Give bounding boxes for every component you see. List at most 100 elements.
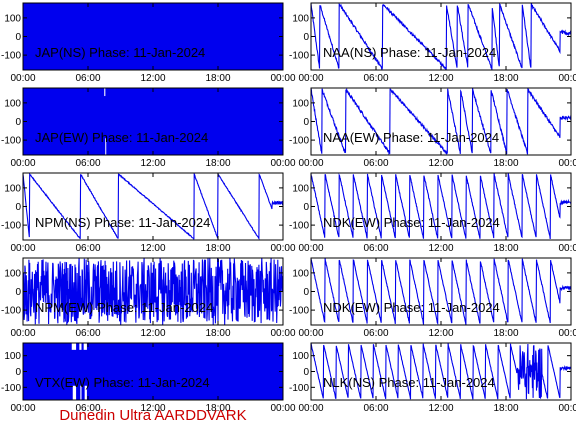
footer-label: Dunedin Ultra AARDDVARK (59, 407, 246, 424)
trace-fill (23, 3, 283, 70)
x-tick-label: 00:00 (270, 158, 295, 169)
phase-trace (23, 173, 283, 240)
x-tick-label: 00:00 (558, 328, 576, 339)
trace-gap (79, 343, 82, 350)
phase-panel: 100 0 -100 00:00 06:00 12:00 18:00 00:00 NLK(NS)… (289, 342, 576, 414)
x-tick-label: 00:00 (298, 243, 323, 254)
phase-trace (23, 3, 283, 70)
x-tick-label: 00:00 (270, 328, 295, 339)
phase-panel: 100 0 -100 00:00 06:00 12:00 18:00 00:00 NDK(EW)… (289, 172, 576, 254)
x-tick-label: 18:00 (493, 403, 518, 414)
y-tick-label: -100 (289, 306, 309, 317)
y-tick-label: 0 (303, 287, 309, 298)
x-tick-label: 00:00 (558, 243, 576, 254)
x-tick-label: 18:00 (205, 328, 230, 339)
phase-panel: 100 0 -100 00:00 06:00 12:00 18:00 00:00 VTX(EW)… (1, 342, 296, 414)
x-tick-label: 00:00 (270, 73, 295, 84)
trace-line (311, 3, 571, 70)
x-tick-label: 18:00 (493, 158, 518, 169)
y-tick-label: 100 (4, 351, 21, 362)
phase-trace (311, 258, 571, 325)
panel-title: NPM(NS) Phase: 11-Jan-2024 (35, 215, 210, 230)
x-tick-label: 06:00 (363, 243, 388, 254)
panel-title: NDK(EW) Phase: 11-Jan-2024 (323, 215, 500, 230)
phase-trace (23, 343, 283, 400)
x-tick-label: 00:00 (270, 403, 295, 414)
y-tick-label: -100 (1, 51, 21, 62)
x-tick-label: 12:00 (140, 403, 165, 414)
y-tick-label: 0 (303, 117, 309, 128)
x-tick-label: 18:00 (493, 328, 518, 339)
x-tick-label: 12:00 (140, 73, 165, 84)
y-tick-label: 0 (15, 287, 21, 298)
trace-line (311, 88, 571, 155)
y-tick-label: 0 (15, 367, 21, 378)
trace-gap (83, 343, 87, 350)
phase-panel: 100 0 -100 00:00 06:00 12:00 18:00 00:00 JAP(EW)… (1, 87, 296, 169)
x-tick-label: 18:00 (205, 158, 230, 169)
y-tick-label: 100 (292, 98, 309, 109)
trace-gap (80, 385, 82, 400)
x-tick-label: 00:00 (298, 158, 323, 169)
trace-line (311, 343, 571, 400)
x-tick-label: 00:00 (10, 158, 35, 169)
trace-fill (23, 88, 283, 155)
x-tick-label: 12:00 (428, 403, 453, 414)
trace-gap (72, 385, 77, 400)
panel-title: JAP(EW) Phase: 11-Jan-2024 (35, 130, 208, 145)
trace-gap (71, 343, 77, 350)
x-tick-label: 00:00 (10, 243, 35, 254)
panel-title: NDK(EW) Phase: 11-Jan-2024 (323, 300, 500, 315)
trace-line (23, 173, 283, 240)
x-tick-label: 12:00 (140, 158, 165, 169)
panel-title: JAP(NS) Phase: 11-Jan-2024 (35, 45, 205, 60)
y-tick-label: -100 (289, 51, 309, 62)
panel-title: NPM(EW) Phase: 11-Jan-2024 (35, 300, 213, 315)
y-tick-label: 100 (4, 98, 21, 109)
x-tick-label: 06:00 (75, 243, 100, 254)
phase-trace (23, 88, 283, 155)
y-tick-label: 0 (15, 202, 21, 213)
y-tick-label: 0 (303, 367, 309, 378)
trace-line (23, 258, 283, 325)
x-tick-label: 00:00 (10, 403, 35, 414)
trace-fill (23, 343, 283, 400)
y-tick-label: 100 (292, 351, 309, 362)
phase-trace (311, 173, 571, 240)
x-tick-label: 00:00 (10, 73, 35, 84)
x-tick-label: 00:00 (10, 328, 35, 339)
y-tick-label: 0 (15, 32, 21, 43)
x-tick-label: 06:00 (363, 403, 388, 414)
trace-line (311, 173, 571, 240)
x-tick-label: 18:00 (493, 243, 518, 254)
y-tick-label: 100 (292, 183, 309, 194)
y-tick-label: -100 (289, 221, 309, 232)
phase-panel: 100 0 -100 00:00 06:00 12:00 18:00 00:00 NAA(EW)… (289, 87, 576, 169)
x-tick-label: 06:00 (75, 158, 100, 169)
x-tick-label: 12:00 (140, 328, 165, 339)
x-tick-label: 12:00 (428, 158, 453, 169)
x-tick-label: 06:00 (75, 328, 100, 339)
phase-panel: 100 0 -100 00:00 06:00 12:00 18:00 00:00 NPM(EW)… (1, 257, 296, 339)
x-tick-label: 18:00 (493, 73, 518, 84)
panel-title: NAA(EW) Phase: 11-Jan-2024 (323, 130, 499, 145)
panel-title: NLK(NS) Phase: 11-Jan-2024 (323, 375, 495, 390)
trace-gap (105, 138, 107, 155)
trace-gap (104, 88, 106, 97)
y-tick-label: -100 (1, 136, 21, 147)
phase-trace (23, 258, 283, 325)
y-tick-label: 100 (4, 183, 21, 194)
y-tick-label: 0 (15, 117, 21, 128)
x-tick-label: 06:00 (363, 73, 388, 84)
panel-title: NAA(NS) Phase: 11-Jan-2024 (323, 45, 496, 60)
phase-trace (311, 88, 571, 155)
trace-line (311, 258, 571, 325)
phase-panel: 100 0 -100 00:00 06:00 12:00 18:00 00:00 NDK(EW)… (289, 257, 576, 339)
x-tick-label: 06:00 (363, 158, 388, 169)
x-tick-label: 18:00 (205, 73, 230, 84)
x-tick-label: 06:00 (363, 328, 388, 339)
x-tick-label: 06:00 (75, 73, 100, 84)
y-tick-label: 100 (4, 13, 21, 24)
phase-panel: 100 0 -100 00:00 06:00 12:00 18:00 00:00 NAA(NS)… (289, 2, 576, 84)
y-tick-label: -100 (1, 306, 21, 317)
